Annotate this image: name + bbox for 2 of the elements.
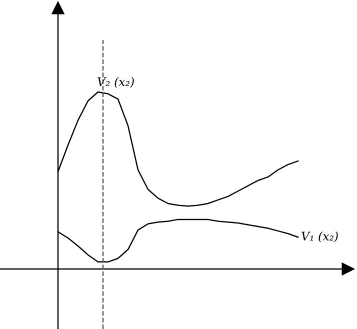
series-label: V₁ (x₂) [302,231,338,242]
series-label: V₂ (x₂) [98,77,134,88]
